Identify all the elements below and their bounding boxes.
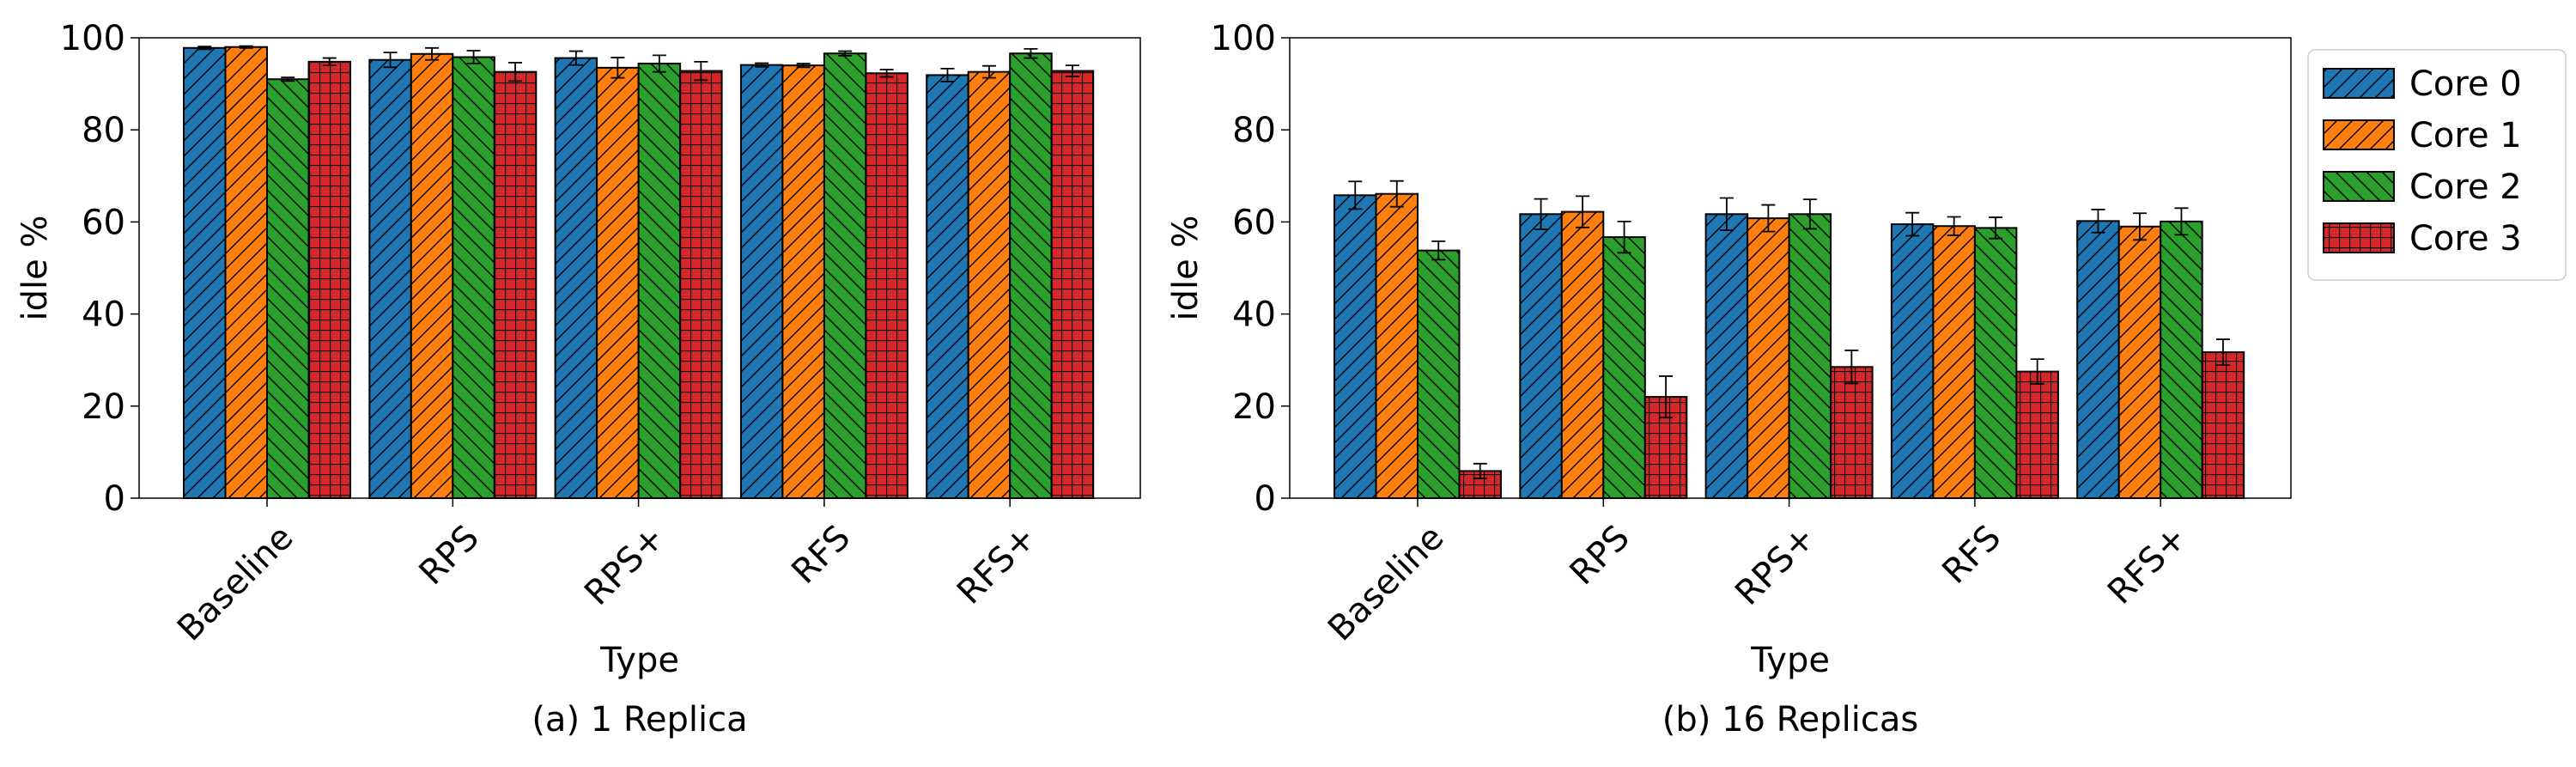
legend-label-core-0: Core 0 bbox=[2409, 64, 2522, 104]
plot-frame bbox=[138, 37, 1141, 499]
bar-core-3-rfs-hatch bbox=[865, 72, 908, 499]
legend-label-core-1: Core 1 bbox=[2409, 116, 2522, 155]
bar-core-2-rfs-plus-hatch bbox=[1009, 52, 1053, 499]
y-tick-label-60: 60 bbox=[1232, 203, 1276, 242]
bar-core-1-baseline-hatch bbox=[1375, 192, 1419, 499]
legend-label-core-2: Core 2 bbox=[2409, 167, 2522, 207]
bar-core-0-rps-hatch bbox=[368, 58, 412, 499]
x-tick-label-rps-plus: RPS+ bbox=[1728, 518, 1823, 613]
y-tick-label-20: 20 bbox=[82, 387, 125, 427]
bar-core-1-rfs-plus-hatch bbox=[2117, 225, 2162, 499]
bar-core-2-rps-plus-hatch bbox=[1788, 213, 1832, 499]
legend-label-core-3: Core 3 bbox=[2409, 219, 2522, 259]
y-axis-label: idle % bbox=[15, 216, 55, 321]
x-axis-label: Type bbox=[1750, 641, 1830, 680]
bar-core-2-rfs-hatch bbox=[823, 52, 867, 499]
bar-core-2-rfs-hatch bbox=[1973, 227, 2018, 499]
y-tick-label-40: 40 bbox=[1232, 295, 1276, 335]
panel-caption: (a) 1 Replica bbox=[532, 700, 747, 740]
y-tick-label-20: 20 bbox=[1232, 387, 1276, 427]
bar-core-0-rfs-plus-hatch bbox=[2076, 220, 2120, 499]
x-tick-label-rps: RPS bbox=[412, 518, 487, 593]
y-tick-label-80: 80 bbox=[82, 111, 125, 150]
x-tick-label-rfs-plus: RFS+ bbox=[950, 518, 1044, 612]
bar-core-0-rps-plus-hatch bbox=[554, 57, 598, 500]
bar-core-3-rfs-hatch bbox=[2015, 370, 2059, 499]
x-tick-label-rfs: RFS bbox=[784, 518, 858, 592]
legend-swatch-hatch-core-3 bbox=[2323, 222, 2395, 253]
bar-core-1-rfs-hatch bbox=[1932, 225, 1976, 499]
y-tick-label-60: 60 bbox=[82, 203, 125, 242]
bar-core-2-rfs-plus-hatch bbox=[2160, 220, 2203, 499]
legend-swatch-hatch-core-1 bbox=[2323, 119, 2395, 150]
bar-core-0-baseline-hatch bbox=[183, 46, 227, 500]
panel-16-replicas: 0 20 40 60 80 100 Baseline RPS RPS+ RFS RFS+ idle %… bbox=[1166, 19, 2292, 740]
plot-frame bbox=[1289, 37, 2292, 499]
legend-swatch-hatch-core-2 bbox=[2323, 171, 2395, 202]
y-tick-label-40: 40 bbox=[82, 295, 125, 335]
x-tick-label-rfs-plus: RFS+ bbox=[2100, 518, 2195, 612]
x-tick-label-baseline: Baseline bbox=[170, 518, 301, 648]
bar-core-3-rps-plus-hatch bbox=[1830, 366, 1874, 499]
y-tick-label-0: 0 bbox=[104, 479, 125, 519]
bar-core-0-baseline-hatch bbox=[1334, 194, 1377, 499]
y-tick-label-80: 80 bbox=[1232, 111, 1276, 150]
bar-core-3-rfs-plus-hatch bbox=[2201, 351, 2245, 500]
x-tick-label-rfs: RFS bbox=[1935, 518, 2008, 592]
legend-swatch-hatch-core-0 bbox=[2323, 68, 2395, 99]
panel-caption: (b) 16 Replicas bbox=[1662, 700, 1919, 740]
bar-core-0-rfs-hatch bbox=[739, 64, 784, 500]
bar-core-2-rps-hatch bbox=[452, 56, 495, 499]
x-axis-label: Type bbox=[599, 641, 679, 680]
y-tick-label-0: 0 bbox=[1255, 479, 1276, 519]
x-tick-label-rps-plus: RPS+ bbox=[577, 518, 672, 613]
y-tick-label-100: 100 bbox=[60, 19, 125, 58]
bar-core-1-rfs-hatch bbox=[781, 64, 825, 499]
bar-core-0-rps-plus-hatch bbox=[1704, 213, 1749, 499]
bar-core-0-rfs-plus-hatch bbox=[926, 74, 969, 500]
bar-core-1-rps-plus-hatch bbox=[596, 66, 640, 499]
panel-1-replica: 0 20 40 60 80 100 Baseline RPS RPS+ RFS RFS+ idle %… bbox=[15, 19, 1141, 740]
legend: Core 0 Core 1 Core 2 Core 3 bbox=[2307, 49, 2567, 281]
bar-core-3-baseline-hatch bbox=[307, 60, 351, 499]
x-tick-label-baseline: Baseline bbox=[1321, 518, 1451, 648]
bar-core-2-baseline-hatch bbox=[266, 78, 310, 500]
bar-core-0-rfs-hatch bbox=[1890, 223, 1935, 499]
bar-core-1-rfs-plus-hatch bbox=[967, 70, 1012, 499]
x-tick-label-rps: RPS bbox=[1563, 518, 1637, 593]
bar-core-3-rps-plus-hatch bbox=[679, 70, 723, 499]
bar-core-0-rps-hatch bbox=[1519, 213, 1563, 499]
bar-core-3-rps-hatch bbox=[493, 70, 538, 499]
bar-core-2-rps-hatch bbox=[1602, 236, 1646, 499]
bar-core-2-baseline-hatch bbox=[1417, 249, 1461, 499]
bar-core-1-rps-hatch bbox=[410, 52, 454, 499]
bar-core-1-rps-plus-hatch bbox=[1747, 217, 1790, 499]
bar-core-3-rfs-plus-hatch bbox=[1050, 70, 1095, 499]
bar-core-2-rps-plus-hatch bbox=[637, 63, 682, 500]
bar-core-1-baseline-hatch bbox=[224, 46, 268, 500]
y-tick-label-100: 100 bbox=[1211, 19, 1276, 58]
bar-core-1-rps-hatch bbox=[1560, 210, 1605, 499]
y-axis-label: idle % bbox=[1166, 216, 1206, 321]
